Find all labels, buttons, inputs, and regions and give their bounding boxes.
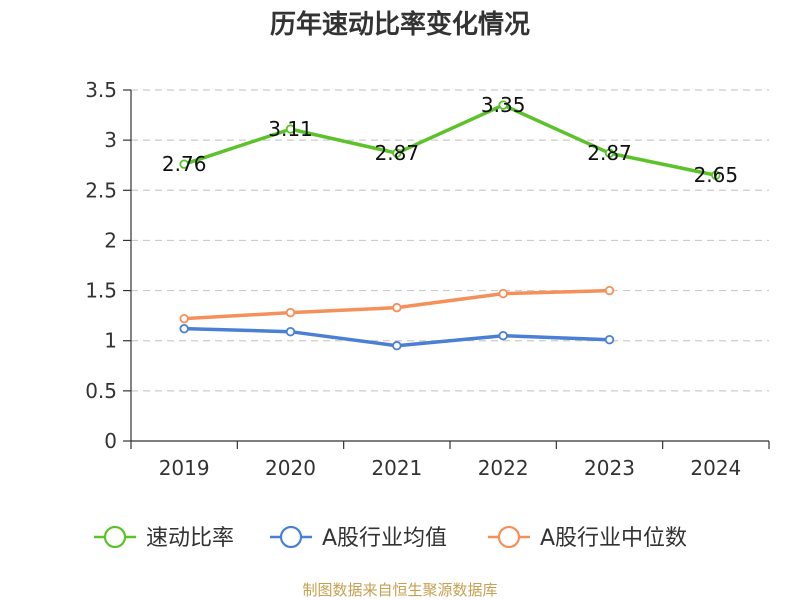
data-point [392, 341, 402, 351]
data-point [392, 148, 402, 158]
series-1 [179, 323, 615, 351]
data-point [179, 159, 189, 169]
grid [131, 89, 769, 392]
y-tick-label: 1.5 [85, 279, 117, 303]
legend-label: A股行业均值 [322, 526, 447, 551]
x-tick-label: 2023 [584, 456, 635, 480]
y-tick-label: 3.5 [85, 78, 117, 102]
x-tick-label: 2022 [478, 456, 529, 480]
data-label: 2.87 [587, 141, 632, 165]
y-tick-label: 0 [104, 429, 117, 453]
legend-item-0: 速动比率 [94, 525, 234, 551]
source-note: 制图数据来自恒生聚源数据库 [302, 581, 497, 599]
legend-marker-icon [279, 525, 303, 549]
data-label: 2.65 [694, 163, 739, 187]
legend-marker-icon [497, 525, 521, 549]
legend: 速动比率 A股行业均值 A股行业中位数 [94, 525, 687, 551]
y-tick-label: 0.5 [85, 379, 117, 403]
legend-item-1: A股行业均值 [270, 525, 447, 551]
legend-label: 速动比率 [146, 526, 234, 551]
legend-item-2: A股行业中位数 [488, 525, 687, 551]
data-point [179, 323, 189, 334]
data-label: 2.87 [375, 141, 420, 165]
x-tick-label: 2019 [159, 456, 210, 480]
x-tick-label: 2020 [265, 456, 316, 480]
data-label: 3.35 [481, 93, 526, 117]
series-0: 2.76 3.11 2.87 3.35 2.87 2.65 [162, 93, 738, 187]
legend-label: A股行业中位数 [540, 526, 687, 551]
y-tick-label: 2 [104, 228, 117, 252]
x-tick-label: 2021 [371, 456, 422, 480]
data-point [179, 313, 189, 324]
y-tick-label: 3 [104, 128, 117, 152]
data-point [711, 170, 721, 180]
data-point [285, 326, 296, 337]
data-point [604, 148, 615, 158]
data-point [285, 307, 296, 318]
data-point [498, 288, 508, 299]
legend-marker-icon [103, 525, 127, 549]
data-point [498, 100, 508, 110]
series-line [183, 103, 717, 177]
data-label: 3.11 [268, 117, 313, 141]
x-tick-label: 2024 [690, 456, 741, 480]
chart-title: 历年速动比率变化情况 [270, 9, 530, 40]
data-point [392, 302, 402, 313]
series-2 [179, 285, 615, 324]
y-tick-label: 1 [104, 329, 117, 353]
data-point [285, 124, 296, 134]
data-label: 2.76 [162, 152, 207, 176]
y-tick-label: 2.5 [85, 178, 117, 202]
data-point [498, 331, 508, 341]
data-point [604, 285, 615, 296]
data-point [604, 335, 615, 345]
axes: 0 0.5 1 1.5 2 2.5 3 3.5 2019 2020 2021 2022 2023 2024 [85, 78, 770, 480]
series-layer: 2.76 3.11 2.87 3.35 2.87 2.65 [162, 93, 738, 351]
